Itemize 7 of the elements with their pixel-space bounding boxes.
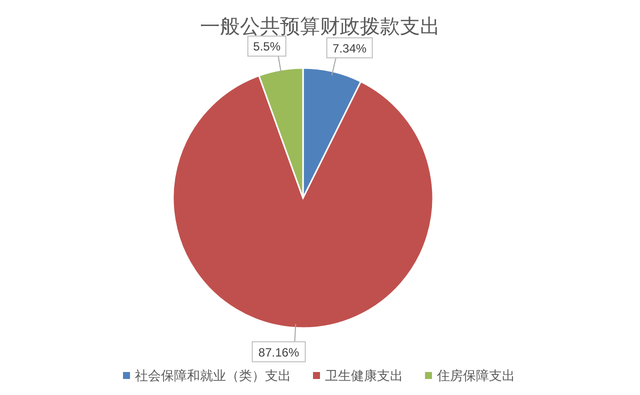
legend-label: 卫生健康支出 <box>325 368 403 383</box>
legend-label: 社会保障和就业（类）支出 <box>135 368 291 383</box>
data-label: 5.5% <box>253 40 281 54</box>
title: 一般公共预算财政拨款支出 <box>200 16 440 38</box>
data-label: 7.34% <box>332 41 367 56</box>
data-label: 87.16% <box>258 345 300 360</box>
legend-label: 住房保障支出 <box>437 368 515 383</box>
